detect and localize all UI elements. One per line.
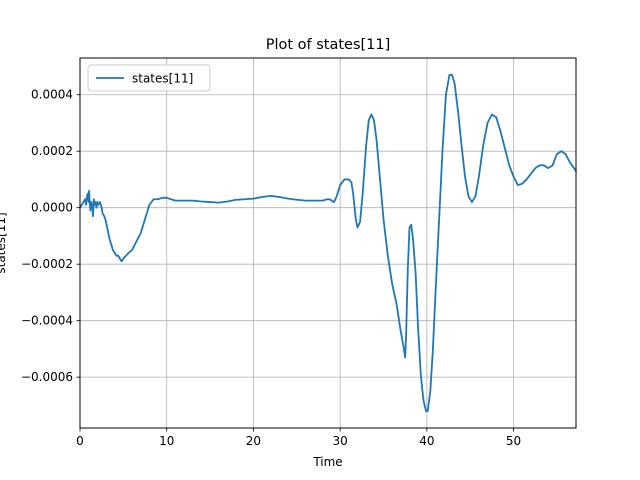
series-line: [79, 74, 577, 412]
y-tick-label: −0.0004: [21, 314, 73, 328]
y-axis-label: states[11]: [0, 212, 8, 273]
y-tick-label: −0.0002: [21, 257, 73, 271]
x-tick-label: 20: [246, 434, 261, 448]
plot-frame: [79, 57, 577, 429]
legend-label: states[11]: [132, 72, 193, 86]
y-tick-label: 0.0000: [31, 201, 73, 215]
x-tick-label: 40: [419, 434, 434, 448]
chart-title: Plot of states[11]: [266, 37, 391, 53]
y-tick-label: 0.0004: [31, 88, 73, 102]
x-tick-label: 0: [76, 434, 84, 448]
x-tick-label: 50: [506, 434, 521, 448]
legend-box: [87, 64, 211, 92]
x-tick-label: 30: [332, 434, 347, 448]
y-tick-label: 0.0002: [31, 144, 73, 158]
series-layer: [79, 74, 577, 412]
y-tick-label: −0.0006: [21, 370, 73, 384]
x-tick-label: 10: [159, 434, 174, 448]
legend: states[11]: [87, 64, 211, 92]
x-axis-label: Time: [312, 455, 342, 469]
grid-lines: [79, 58, 576, 428]
axis-ticks: 0 10 20 30 40 50 −0.0006 −0.0004 −0.0002 0.0000 0.…: [21, 88, 521, 448]
